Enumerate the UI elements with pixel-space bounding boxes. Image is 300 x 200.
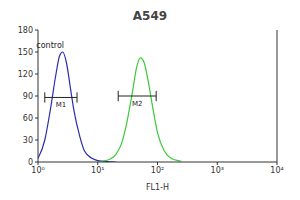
svg-text:180: 180 <box>18 26 33 35</box>
svg-text:90: 90 <box>23 92 33 101</box>
svg-text:150: 150 <box>18 48 33 57</box>
svg-text:0: 0 <box>28 158 33 167</box>
svg-text:control: control <box>36 41 64 50</box>
svg-text:M1: M1 <box>56 101 66 109</box>
svg-text:120: 120 <box>18 70 33 79</box>
svg-text:10⁰: 10⁰ <box>31 166 44 175</box>
svg-text:10³: 10³ <box>211 166 224 175</box>
svg-text:30: 30 <box>23 136 33 145</box>
svg-text:10¹: 10¹ <box>91 166 104 175</box>
svg-text:10²: 10² <box>151 166 164 175</box>
html-text:A549: A549 <box>132 9 168 23</box>
svg-text:60: 60 <box>23 114 33 123</box>
svg-text:10⁴: 10⁴ <box>270 166 283 175</box>
svg-text:FL1-H: FL1-H <box>146 183 169 192</box>
svg-text:M2: M2 <box>132 100 143 108</box>
